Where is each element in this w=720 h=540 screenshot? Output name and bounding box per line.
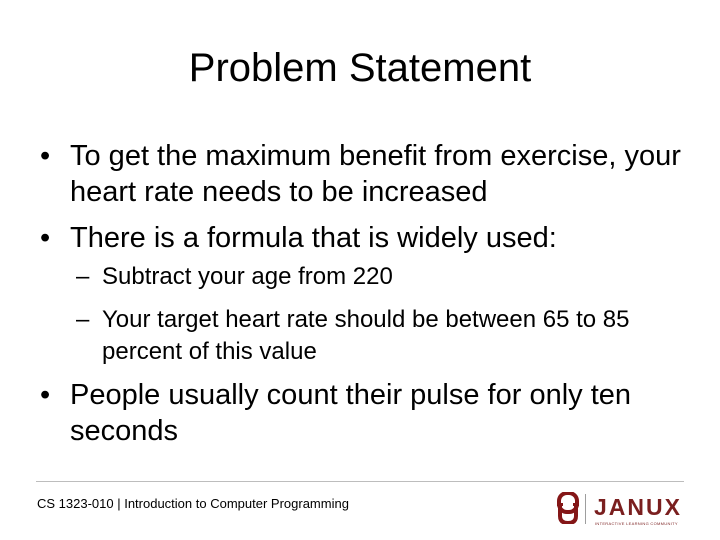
logo-divider <box>585 494 586 524</box>
sub-bullet-item: – Your target heart rate should be betwe… <box>70 304 690 368</box>
sub-bullet-marker: – <box>76 261 89 293</box>
bullet-text: People usually count their pulse for onl… <box>70 377 690 449</box>
bullet-list: • To get the maximum benefit from exerci… <box>0 0 720 470</box>
sub-bullet-marker: – <box>76 304 89 336</box>
bullet-marker: • <box>40 377 50 413</box>
bullet-item: • There is a formula that is widely used… <box>30 220 690 256</box>
janux-logo-text: JANUX <box>594 495 682 519</box>
janux-tagline: INTERACTIVE LEARNING COMMUNITY <box>595 521 690 526</box>
footer-course-label: CS 1323-010 | Introduction to Computer P… <box>37 496 349 512</box>
sub-bullet-text: Subtract your age from 220 <box>102 261 690 293</box>
bullet-marker: • <box>40 220 50 256</box>
bullet-text: To get the maximum benefit from exercise… <box>70 138 690 210</box>
bullet-text: There is a formula that is widely used: <box>70 220 690 256</box>
footer-logo: JANUX INTERACTIVE LEARNING COMMUNITY <box>556 490 690 530</box>
footer-divider <box>36 481 684 482</box>
bullet-marker: • <box>40 138 50 174</box>
ou-logo-icon <box>556 492 580 524</box>
bullet-item: • To get the maximum benefit from exerci… <box>30 138 690 210</box>
sub-bullet-item: – Subtract your age from 220 <box>70 261 690 293</box>
sub-bullet-text: Your target heart rate should be between… <box>102 304 690 368</box>
bullet-item: • People usually count their pulse for o… <box>30 377 690 449</box>
